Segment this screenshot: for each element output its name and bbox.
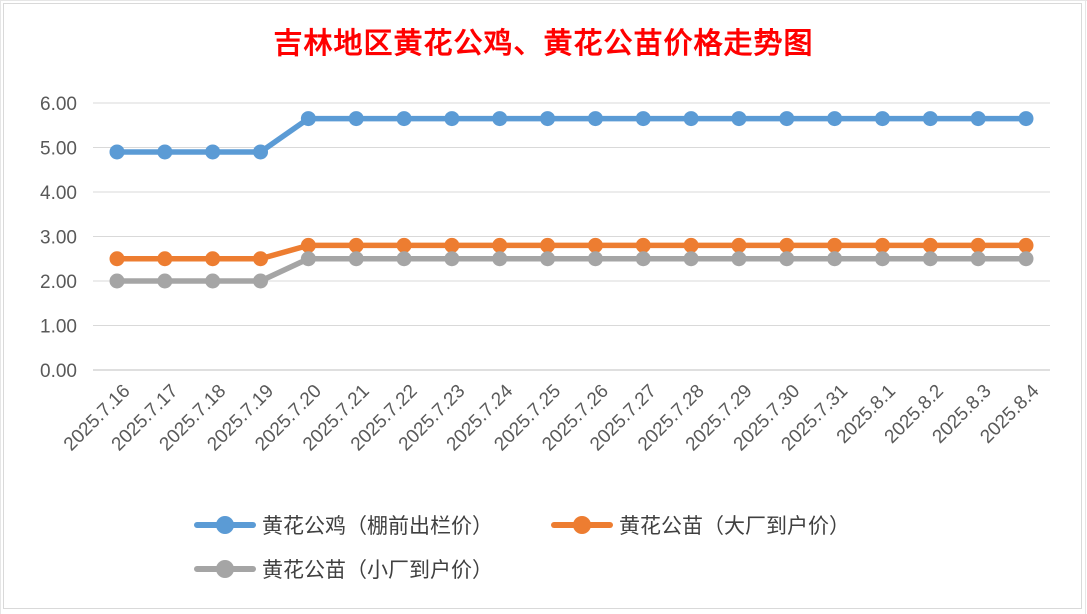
data-point[interactable] [683,251,699,267]
data-point[interactable] [874,111,890,127]
x-axis-ticks: 2025.7.162025.7.172025.7.182025.7.192025… [60,380,1044,455]
data-point[interactable] [1018,237,1034,253]
data-point[interactable] [731,251,747,267]
data-point[interactable] [587,251,603,267]
data-point[interactable] [300,237,316,253]
chart-area[interactable] [3,3,1082,609]
data-point[interactable] [922,251,938,267]
data-point[interactable] [635,251,651,267]
series-3 [109,251,1034,289]
y-tick-label: 2.00 [40,272,77,293]
data-point[interactable] [874,251,890,267]
data-point[interactable] [635,237,651,253]
legend-marker-series-3 [194,559,256,579]
y-tick-label: 6.00 [40,94,77,115]
data-point[interactable] [731,237,747,253]
chart-title: 吉林地区黄花公鸡、黄花公苗价格走势图 [273,26,814,60]
data-point[interactable] [779,251,795,267]
y-tick-label: 5.00 [40,139,77,160]
data-point[interactable] [396,251,412,267]
data-point[interactable] [683,111,699,127]
y-tick-label: 4.00 [40,183,77,204]
data-point[interactable] [540,237,556,253]
data-point[interactable] [300,111,316,127]
y-tick-label: 0.00 [40,361,77,382]
data-point[interactable] [587,237,603,253]
data-point[interactable] [970,111,986,127]
data-point[interactable] [205,144,221,160]
data-point[interactable] [396,237,412,253]
legend-item-series-3[interactable]: 黄花公苗（小厂到户价） [194,554,493,584]
series-2 [109,237,1034,267]
data-point[interactable] [1018,111,1034,127]
data-point[interactable] [970,251,986,267]
data-point[interactable] [253,144,269,160]
data-point[interactable] [492,111,508,127]
data-point[interactable] [253,273,269,289]
legend-marker-series-2 [551,515,613,535]
y-axis-ticks: 0.00 1.00 2.00 3.00 4.00 5.00 6.00 [40,94,77,382]
data-point[interactable] [348,251,364,267]
data-point[interactable] [444,251,460,267]
data-point[interactable] [874,237,890,253]
gridlines [93,102,1050,371]
data-point[interactable] [922,111,938,127]
data-point[interactable] [396,111,412,127]
data-point[interactable] [109,144,125,160]
legend-label-series-2: 黄花公苗（大厂到户价） [619,514,850,538]
legend-marker-series-1 [194,515,256,535]
data-point[interactable] [587,111,603,127]
data-point[interactable] [205,273,221,289]
series-line[interactable] [114,256,1029,284]
data-point[interactable] [779,237,795,253]
data-point[interactable] [540,251,556,267]
data-point[interactable] [205,251,221,267]
data-point[interactable] [1018,251,1034,267]
data-point[interactable] [253,251,269,267]
data-point[interactable] [635,111,651,127]
data-point[interactable] [779,111,795,127]
legend-item-series-1[interactable]: 黄花公鸡（棚前出栏价） [194,510,493,540]
data-point[interactable] [827,251,843,267]
series-group [109,111,1034,289]
data-point[interactable] [827,111,843,127]
data-point[interactable] [300,251,316,267]
series-line[interactable] [114,115,1029,155]
legend-item-series-2[interactable]: 黄花公苗（大厂到户价） [551,510,850,540]
data-point[interactable] [157,273,173,289]
y-tick-label: 3.00 [40,228,77,249]
data-point[interactable] [492,251,508,267]
data-point[interactable] [444,111,460,127]
y-tick-label: 1.00 [40,317,77,338]
data-point[interactable] [444,237,460,253]
data-point[interactable] [109,251,125,267]
legend-label-series-1: 黄花公鸡（棚前出栏价） [262,514,493,538]
data-point[interactable] [348,237,364,253]
data-point[interactable] [157,144,173,160]
data-point[interactable] [731,111,747,127]
series-1 [109,111,1034,160]
data-point[interactable] [157,251,173,267]
data-point[interactable] [827,237,843,253]
data-point[interactable] [922,237,938,253]
series-line[interactable] [114,242,1029,262]
data-point[interactable] [683,237,699,253]
data-point[interactable] [348,111,364,127]
data-point[interactable] [492,237,508,253]
data-point[interactable] [540,111,556,127]
data-point[interactable] [109,273,125,289]
legend-label-series-3: 黄花公苗（小厂到户价） [262,558,493,582]
data-point[interactable] [970,237,986,253]
